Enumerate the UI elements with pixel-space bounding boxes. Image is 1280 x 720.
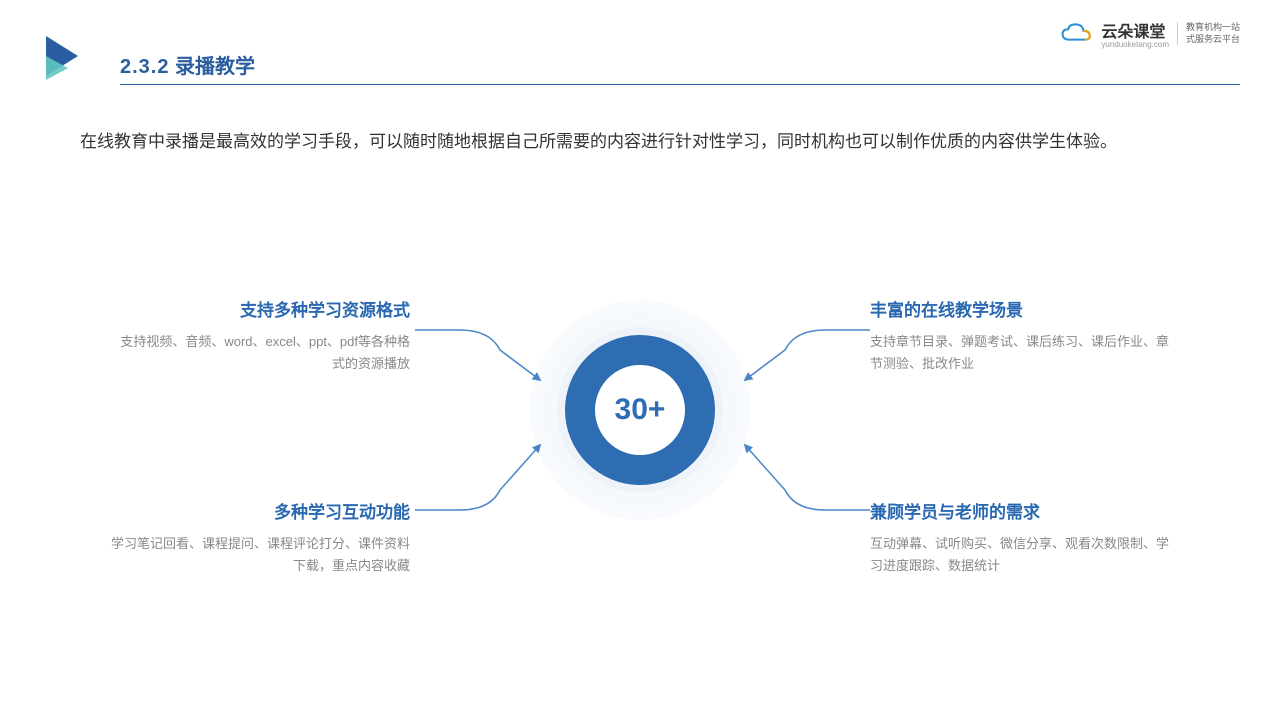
logo-tagline-1: 教育机构一站	[1186, 22, 1240, 32]
feature-bottom-left: 多种学习互动功能 学习笔记回看、课程提问、课程评论打分、课件资料下载，重点内容收…	[110, 498, 410, 577]
section-title: 2.3.2 录播教学	[120, 50, 255, 79]
feature-desc: 支持章节目录、弹题考试、课后练习、课后作业、章节测验、批改作业	[870, 331, 1170, 375]
logo-brand: 云朵课堂	[1101, 24, 1165, 41]
intro-paragraph: 在线教育中录播是最高效的学习手段，可以随时随地根据自己所需要的内容进行针对性学习…	[80, 126, 1200, 158]
feature-title: 支持多种学习资源格式	[110, 296, 410, 321]
section-name: 录播教学	[175, 56, 255, 78]
connector-tr	[745, 330, 870, 380]
connector-br	[745, 445, 870, 510]
feature-top-right: 丰富的在线教学场景 支持章节目录、弹题考试、课后练习、课后作业、章节测验、批改作…	[870, 296, 1170, 375]
feature-title: 丰富的在线教学场景	[870, 296, 1170, 321]
feature-bottom-right: 兼顾学员与老师的需求 互动弹幕、试听购买、微信分享、观看次数限制、学习进度跟踪、…	[870, 498, 1170, 577]
section-number: 2.3.2	[120, 56, 169, 78]
feature-top-left: 支持多种学习资源格式 支持视频、音频、word、excel、ppt、pdf等各种…	[110, 296, 410, 375]
circle-value: 30+	[615, 393, 666, 427]
circle-halo: 30+	[530, 300, 750, 520]
slide-header: 2.3.2 录播教学	[40, 32, 1240, 92]
feature-desc: 互动弹幕、试听购买、微信分享、观看次数限制、学习进度跟踪、数据统计	[870, 533, 1170, 577]
circle-ring: 30+	[565, 335, 715, 485]
connector-tl	[415, 330, 540, 380]
feature-desc: 支持视频、音频、word、excel、ppt、pdf等各种格式的资源播放	[110, 331, 410, 375]
feature-desc: 学习笔记回看、课程提问、课程评论打分、课件资料下载，重点内容收藏	[110, 533, 410, 577]
cloud-icon	[1061, 23, 1093, 45]
play-icon	[40, 32, 88, 80]
logo-tagline: 教育机构一站 式服务云平台	[1177, 22, 1240, 45]
center-circle: 30+	[530, 300, 750, 520]
brand-logo: 云朵课堂 yunduoketang.com 教育机构一站 式服务云平台	[1061, 18, 1240, 49]
connector-bl	[415, 445, 540, 510]
logo-text-block: 云朵课堂 yunduoketang.com	[1101, 18, 1169, 49]
feature-title: 兼顾学员与老师的需求	[870, 498, 1170, 523]
feature-title: 多种学习互动功能	[110, 498, 410, 523]
logo-domain: yunduoketang.com	[1101, 40, 1169, 49]
title-underline	[120, 84, 1240, 85]
logo-tagline-2: 式服务云平台	[1186, 34, 1240, 44]
